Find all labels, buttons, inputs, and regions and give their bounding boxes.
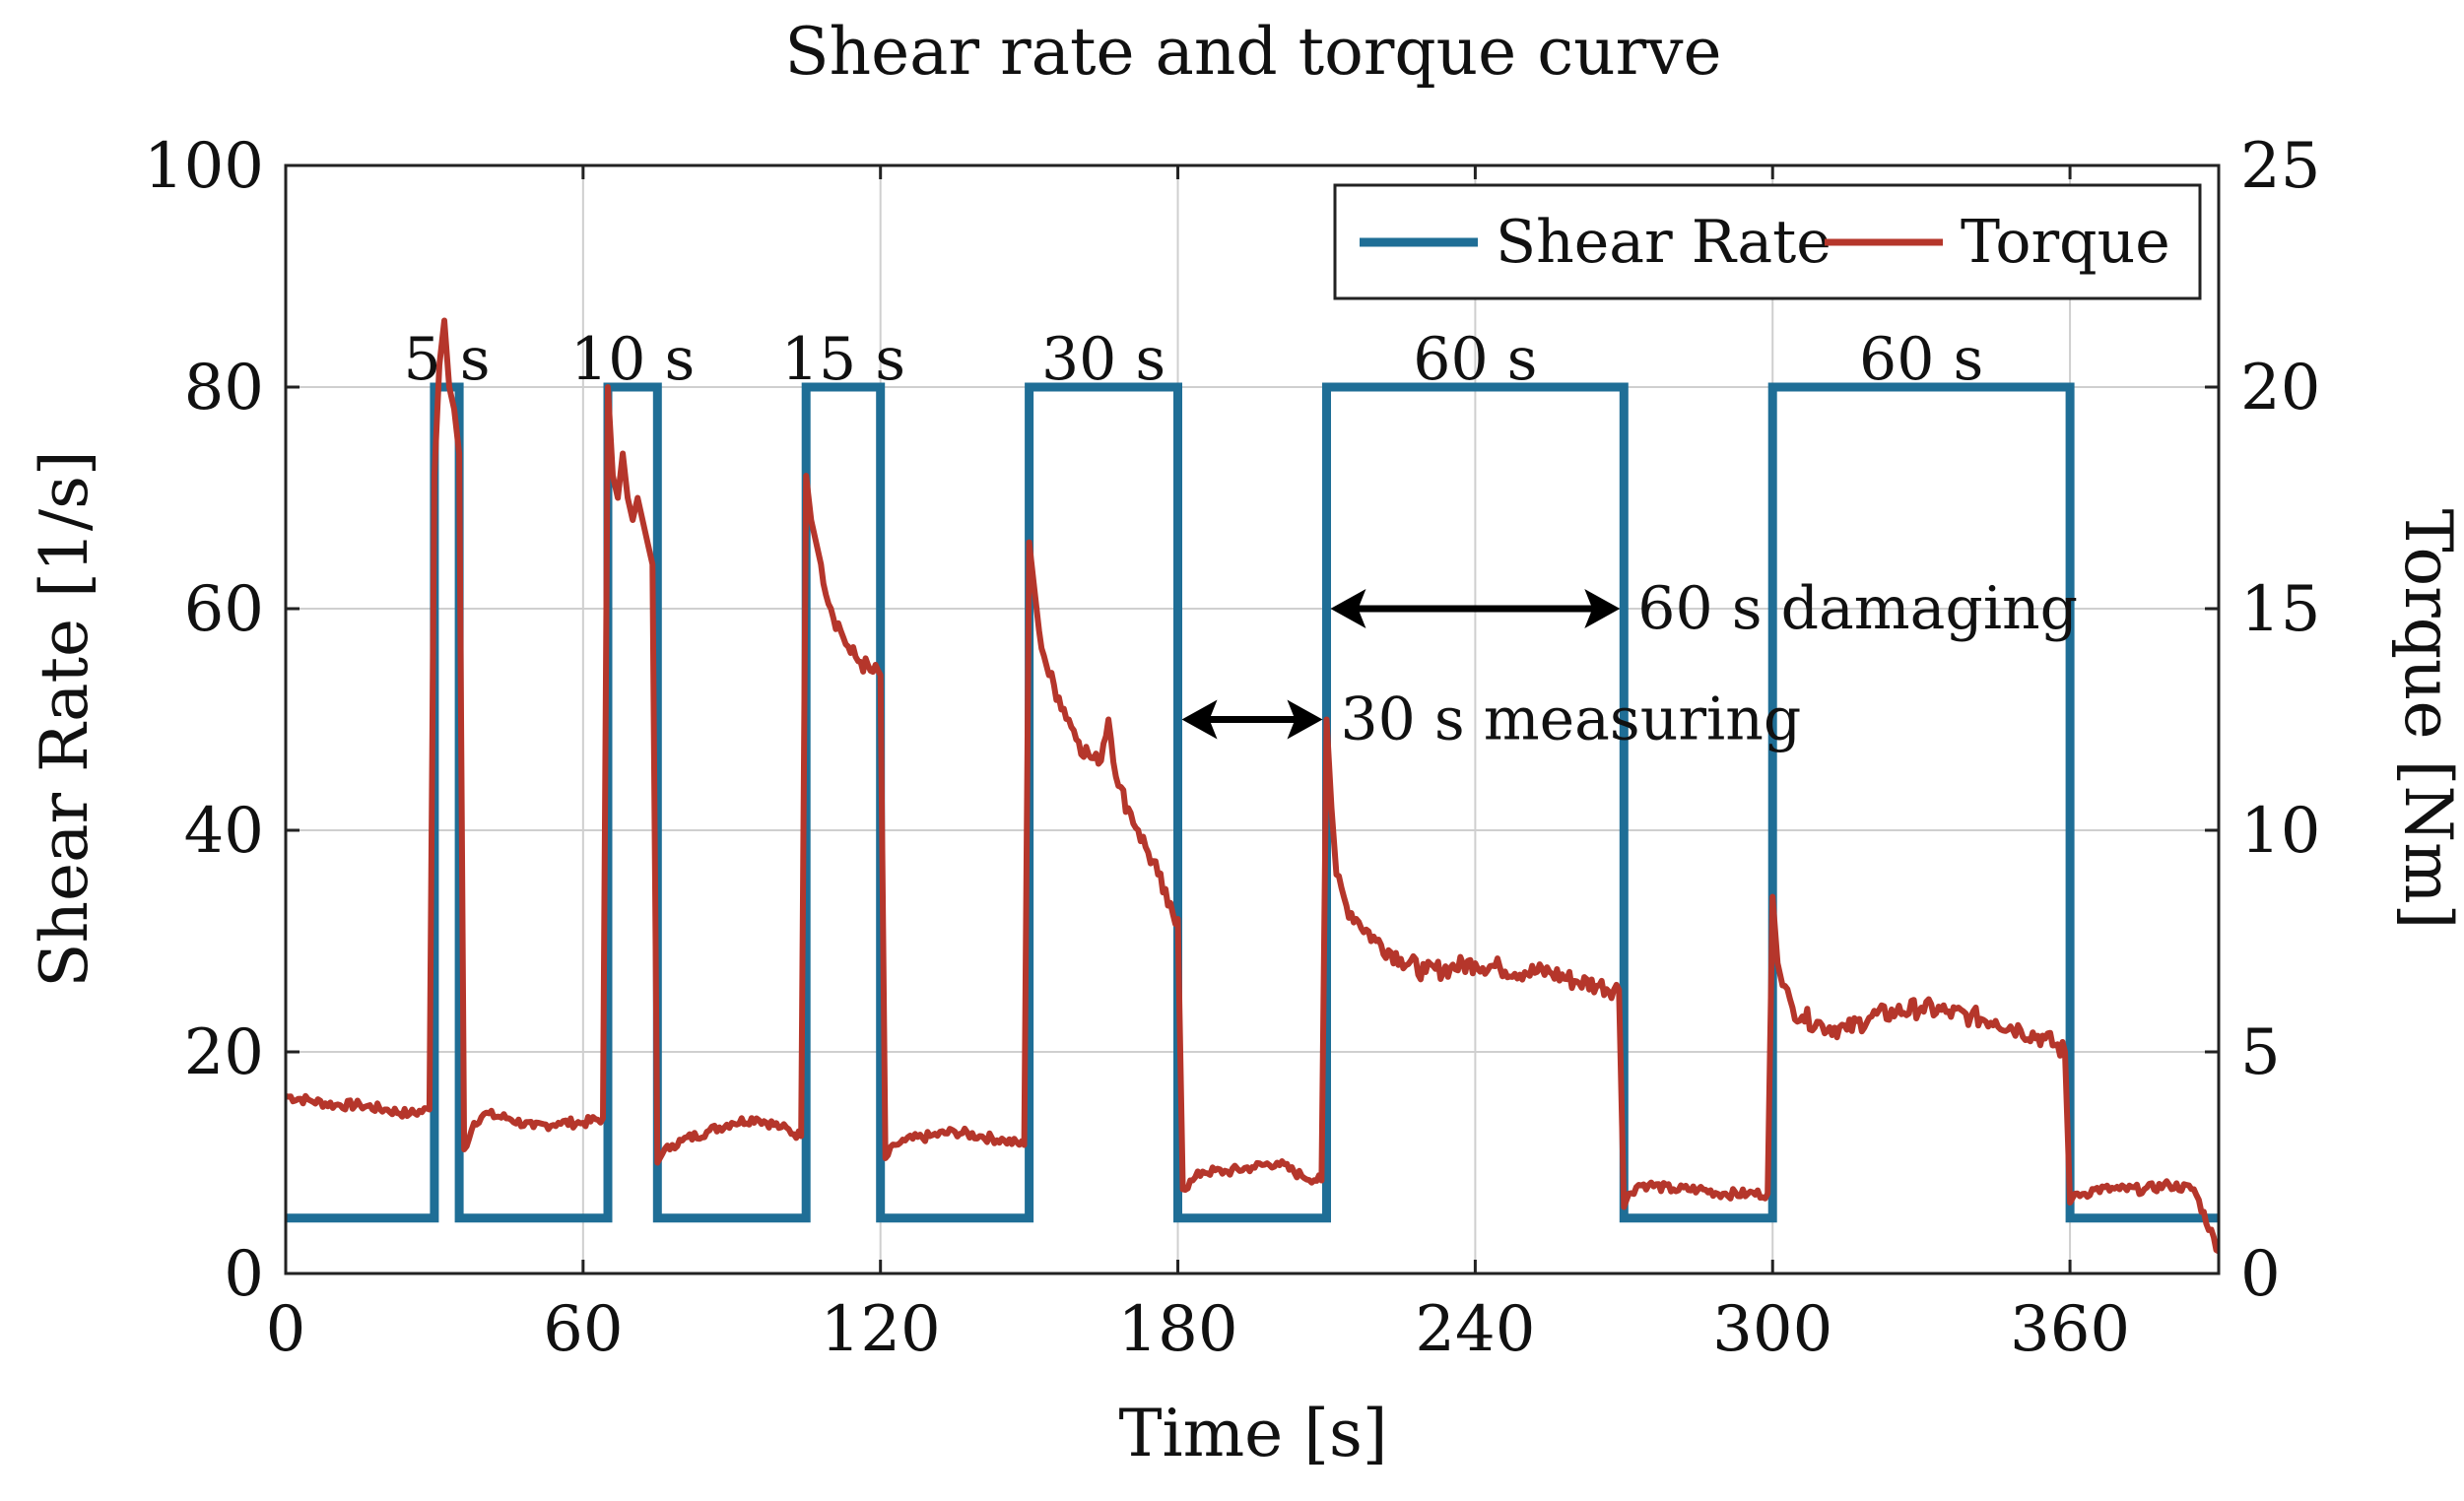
interval-label: 60 s	[1859, 325, 1983, 394]
x-tick-label: 300	[1712, 1293, 1832, 1366]
y-right-tick-label: 0	[2240, 1238, 2281, 1311]
y-left-tick-label: 80	[184, 352, 264, 424]
legend-box	[1333, 183, 2202, 300]
annotation-label: 60 s damaging	[1637, 574, 2078, 643]
x-tick-label: 360	[2010, 1293, 2130, 1366]
interval-labels: 5 s 10 s 15 s 30 s 60 s 60 s	[403, 325, 1983, 394]
annotation-arrow-head-right	[1584, 589, 1621, 628]
interval-label: 30 s	[1041, 325, 1165, 394]
y-left-tick-label: 20	[184, 1016, 264, 1089]
y-axis-left-title: Shear Rate [1/s]	[27, 450, 102, 987]
interval-label: 60 s	[1413, 325, 1537, 394]
annotation-label: 30 s measuring	[1340, 685, 1801, 754]
x-tick-label: 120	[821, 1293, 941, 1366]
y-left-tick-label: 40	[184, 795, 264, 868]
y-right-tick-label: 20	[2240, 352, 2320, 424]
series-line-shear-rate	[286, 382, 2219, 1223]
plot-frame	[284, 163, 2221, 1275]
y-left-tick-label: 100	[144, 130, 264, 203]
interval-label: 5 s	[403, 325, 490, 394]
y-right-tick-label: 10	[2240, 795, 2320, 868]
annotation-arrow-head-left	[1181, 699, 1218, 740]
chart-title: Shear rate and torque curve	[784, 14, 1721, 90]
axis-ticks: 0 60 120 180 240 300 360 0 20 40 60 80 100 0 5 10 15 20 25	[144, 130, 2321, 1366]
y-right-tick-label: 15	[2240, 573, 2320, 646]
annotation-arrow-head-right	[1287, 699, 1323, 740]
x-tick-label: 240	[1415, 1293, 1535, 1366]
annotation-arrow-head-left	[1330, 589, 1366, 628]
y-right-tick-label: 5	[2240, 1016, 2281, 1089]
y-left-tick-label: 0	[224, 1238, 264, 1311]
interval-label: 10 s	[570, 325, 695, 394]
x-tick-label: 0	[266, 1293, 306, 1366]
y-axis-right-title: Torque [Nm]	[2390, 509, 2464, 930]
series-line-torque	[286, 317, 2219, 1255]
legend-label-shear-rate: Shear Rate	[1496, 208, 1831, 277]
interval-label: 15 s	[781, 325, 905, 394]
x-tick-label: 180	[1117, 1293, 1237, 1366]
legend-label-torque: Torque	[1961, 208, 2170, 277]
annotations: 30 s measuring 60 s damaging	[1181, 574, 2078, 754]
y-right-tick-label: 25	[2240, 130, 2320, 203]
x-axis-title: Time [s]	[1118, 1396, 1387, 1471]
series-layer	[286, 317, 2219, 1255]
legend: Shear Rate Torque	[1333, 183, 2202, 300]
x-tick-label: 60	[543, 1293, 623, 1366]
y-left-tick-label: 60	[184, 573, 264, 646]
